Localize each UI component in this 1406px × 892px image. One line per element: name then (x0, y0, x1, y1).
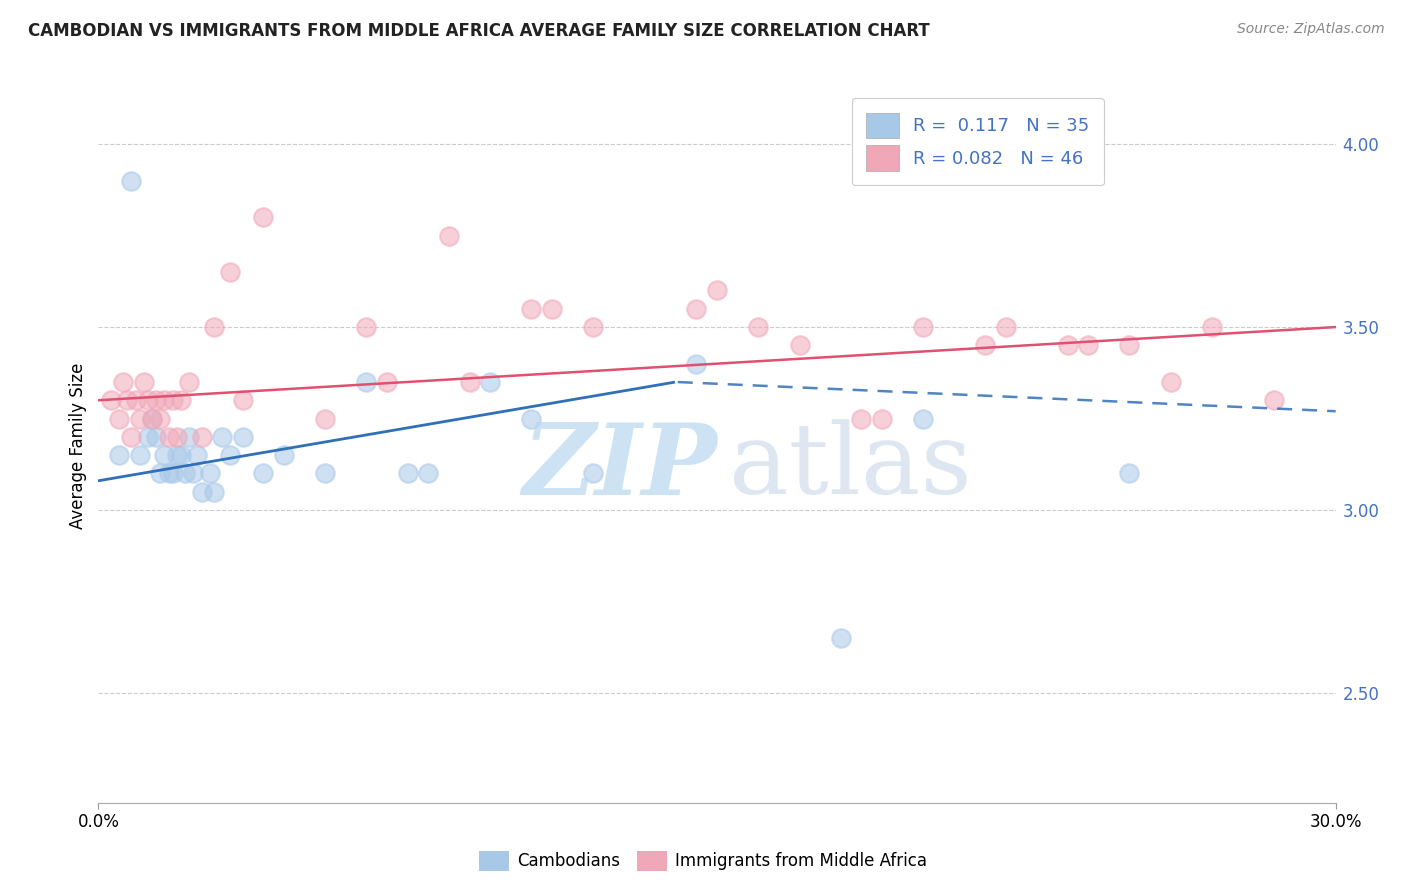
Point (314, 467, 336, 481)
Point (706, 284, 728, 298)
Point (1201, 320, 1223, 334)
Point (479, 375, 502, 389)
Point (162, 393, 184, 408)
Legend: Cambodians, Immigrants from Middle Africa: Cambodians, Immigrants from Middle Afric… (471, 842, 935, 880)
Point (100, 393, 122, 408)
Point (1077, 338, 1099, 352)
Point (149, 467, 172, 481)
Point (1263, 393, 1285, 408)
Point (747, 320, 769, 334)
Point (396, 467, 419, 481)
Point (132, 375, 155, 389)
Point (582, 320, 605, 334)
Point (120, 430, 142, 444)
Point (252, 467, 274, 481)
Point (582, 467, 605, 481)
Point (870, 411, 893, 425)
Legend: R =  0.117   N = 35, R = 0.082   N = 46: R = 0.117 N = 35, R = 0.082 N = 46 (852, 98, 1104, 186)
Point (190, 484, 212, 499)
Point (157, 430, 180, 444)
Point (145, 393, 167, 408)
Point (541, 301, 564, 316)
Point (458, 375, 481, 389)
Point (145, 430, 167, 444)
Point (219, 448, 242, 462)
Point (437, 228, 460, 243)
Point (108, 411, 131, 425)
Point (174, 467, 197, 481)
Point (170, 448, 193, 462)
Point (1160, 375, 1182, 389)
Point (202, 320, 225, 334)
Point (128, 411, 150, 425)
Point (1056, 338, 1078, 352)
Point (685, 357, 707, 371)
Point (789, 338, 811, 352)
Point (112, 375, 135, 389)
Point (141, 411, 163, 425)
Point (162, 467, 184, 481)
Point (356, 320, 378, 334)
Y-axis label: Average Family Size: Average Family Size (69, 363, 87, 529)
Text: ZIP: ZIP (522, 419, 717, 516)
Point (179, 375, 201, 389)
Point (186, 448, 208, 462)
Point (912, 320, 935, 334)
Point (149, 411, 172, 425)
Point (232, 393, 254, 408)
Point (128, 448, 150, 462)
Point (1118, 467, 1140, 481)
Point (685, 301, 707, 316)
Point (124, 393, 146, 408)
Point (375, 375, 398, 389)
Point (108, 448, 131, 462)
Point (356, 375, 378, 389)
Point (252, 211, 274, 225)
Text: Source: ZipAtlas.com: Source: ZipAtlas.com (1237, 22, 1385, 37)
Point (141, 411, 163, 425)
Point (994, 320, 1017, 334)
Point (190, 430, 212, 444)
Point (211, 430, 233, 444)
Point (520, 301, 543, 316)
Point (273, 448, 295, 462)
Point (232, 430, 254, 444)
Point (912, 411, 935, 425)
Point (179, 430, 201, 444)
Point (1118, 338, 1140, 352)
Point (136, 430, 159, 444)
Point (117, 393, 139, 408)
Point (830, 631, 852, 645)
Point (157, 467, 180, 481)
Point (314, 411, 336, 425)
Point (202, 484, 225, 499)
Point (520, 411, 543, 425)
Point (219, 265, 242, 279)
Point (170, 393, 193, 408)
Point (198, 467, 221, 481)
Point (153, 448, 176, 462)
Point (166, 430, 188, 444)
Point (974, 338, 997, 352)
Text: atlas: atlas (730, 419, 972, 516)
Point (166, 448, 188, 462)
Point (181, 467, 204, 481)
Text: CAMBODIAN VS IMMIGRANTS FROM MIDDLE AFRICA AVERAGE FAMILY SIZE CORRELATION CHART: CAMBODIAN VS IMMIGRANTS FROM MIDDLE AFRI… (28, 22, 929, 40)
Point (136, 393, 159, 408)
Point (153, 393, 176, 408)
Point (120, 174, 142, 188)
Point (851, 411, 873, 425)
Point (418, 467, 440, 481)
